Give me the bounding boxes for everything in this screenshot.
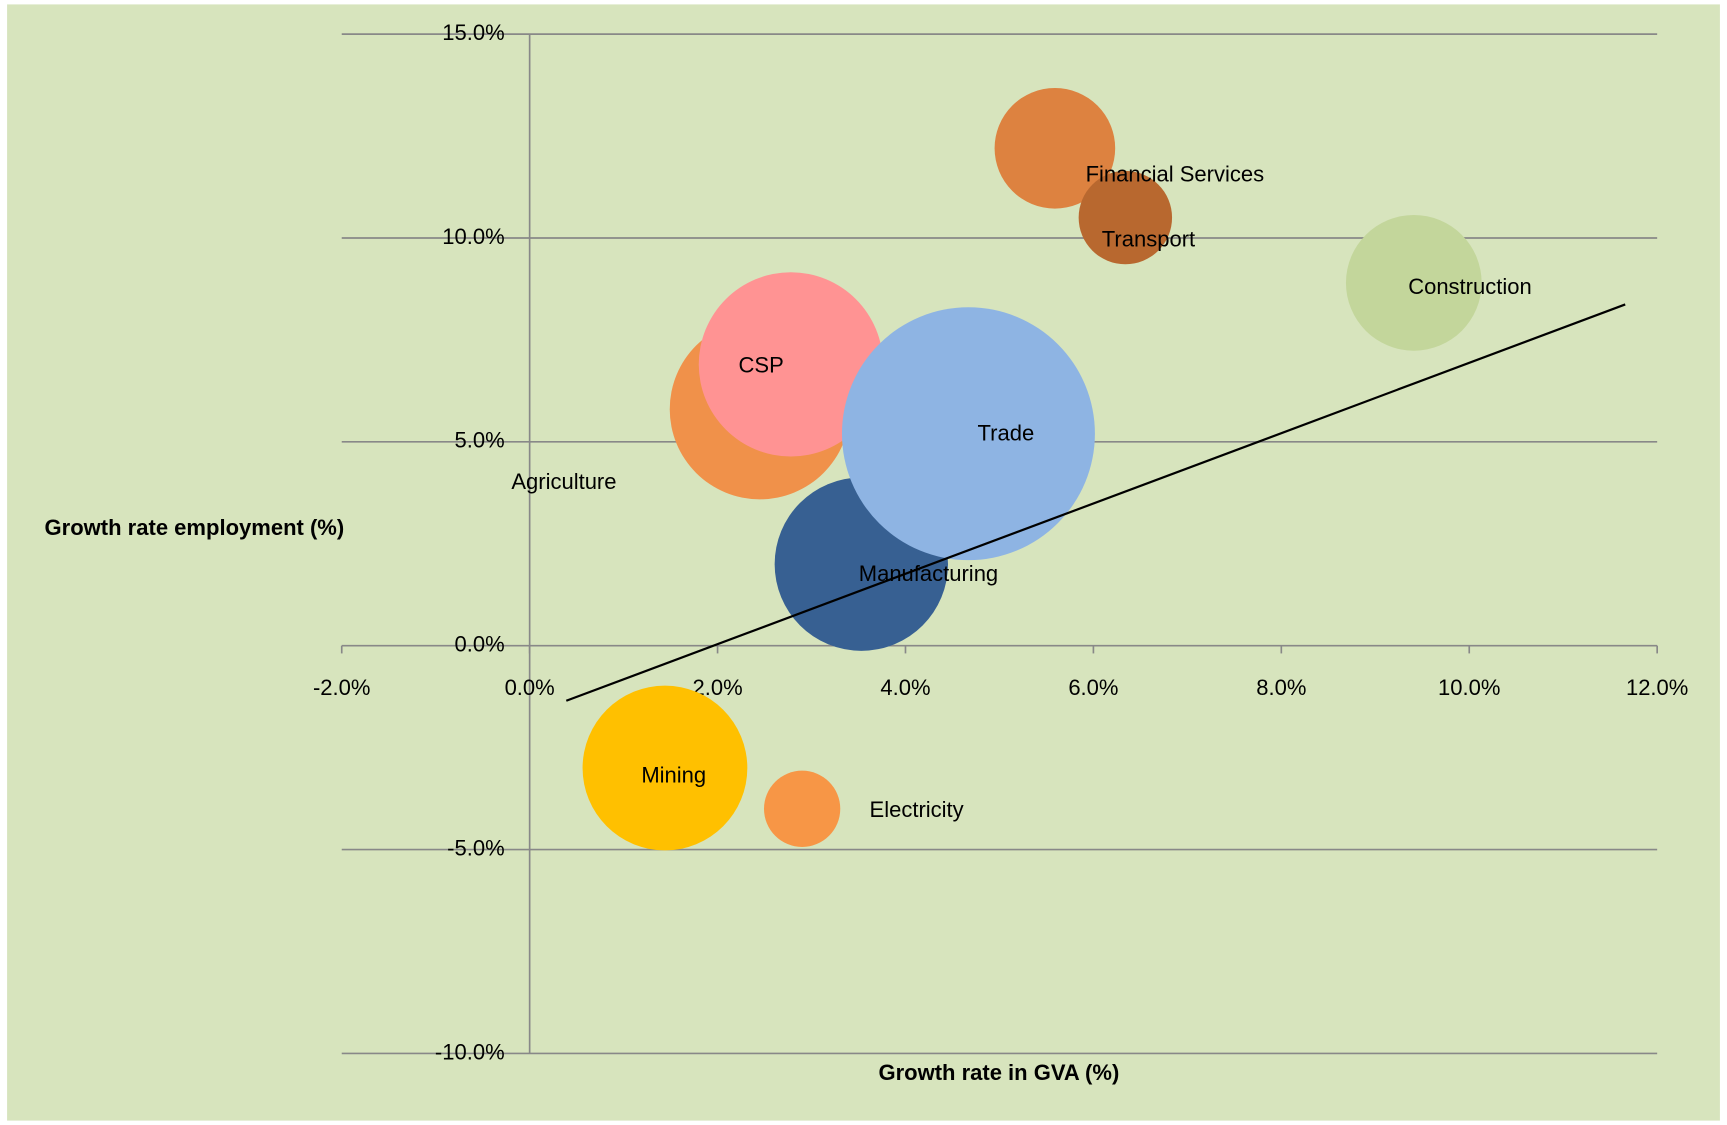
y-tick-label: 10.0% [442, 224, 504, 249]
y-axis-title-box: Growth rate employment (%) [44, 516, 345, 541]
data-label: Construction [1408, 274, 1532, 299]
x-tick-label: -2.0% [313, 675, 370, 700]
data-label: Mining [641, 763, 706, 788]
x-tick-label: 4.0% [880, 675, 930, 700]
bubble [698, 272, 883, 457]
x-tick-label: 0.0% [505, 675, 555, 700]
y-tick-label: 5.0% [454, 428, 504, 453]
x-axis-title: Growth rate in GVA (%) [878, 1060, 1119, 1085]
bubble [1078, 170, 1173, 265]
x-tick-label: 8.0% [1256, 675, 1306, 700]
bubble [994, 87, 1116, 209]
data-label: Manufacturing [859, 561, 998, 586]
y-tick-label: -10.0% [435, 1039, 505, 1064]
bubble [1345, 214, 1482, 351]
trendline [565, 303, 1626, 702]
x-tick-label: 6.0% [1068, 675, 1118, 700]
y-tick-label: 0.0% [454, 632, 504, 657]
bubble [763, 770, 841, 847]
data-label: Electricity [870, 797, 964, 822]
data-label: Transport [1102, 227, 1195, 252]
bubble [582, 685, 748, 851]
x-tick-label: 10.0% [1438, 675, 1500, 700]
y-axis-title: Growth rate employment (%) [44, 516, 345, 541]
data-label: Financial Services [1086, 162, 1265, 187]
data-label: Agriculture [511, 469, 616, 494]
data-label: CSP [739, 352, 784, 377]
bubble [841, 307, 1095, 561]
data-label: Trade [978, 421, 1035, 446]
y-tick-label: 15.0% [442, 20, 504, 45]
y-tick-label: -5.0% [447, 835, 504, 860]
x-tick-label: 12.0% [1626, 675, 1688, 700]
